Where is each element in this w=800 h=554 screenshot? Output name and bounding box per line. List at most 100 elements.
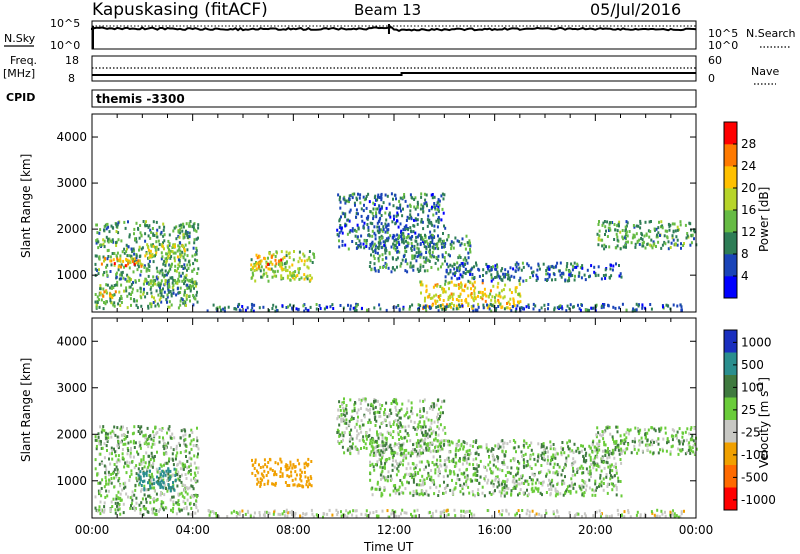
scatter-cell — [145, 267, 148, 271]
scatter-cell — [183, 450, 186, 453]
scatter-cell — [466, 270, 469, 273]
scatter-cell — [467, 251, 470, 255]
scatter-cell — [191, 431, 194, 434]
scatter-cell — [414, 207, 417, 211]
scatter-cell — [349, 307, 352, 311]
scatter-cell — [469, 269, 472, 273]
scatter-cell — [517, 493, 519, 497]
scatter-cell — [371, 462, 374, 466]
scatter-cell — [140, 489, 142, 493]
scatter-cell — [373, 196, 376, 200]
scatter-cell — [344, 414, 347, 418]
scatter-cell — [543, 456, 546, 460]
scatter-cell — [338, 441, 341, 445]
scatter-cell — [440, 441, 443, 445]
scatter-cell — [128, 478, 131, 482]
scatter-cell — [444, 490, 447, 494]
scatter-cell — [469, 444, 472, 447]
scatter-cell — [105, 227, 108, 231]
scatter-cell — [416, 200, 419, 204]
scatter-cell — [354, 306, 357, 309]
scatter-cell — [484, 465, 487, 469]
scatter-cell — [183, 507, 186, 511]
scatter-cell — [404, 259, 407, 263]
scatter-cell — [187, 471, 190, 475]
scatter-cell — [572, 305, 574, 309]
scatter-cell — [514, 486, 517, 490]
scatter-cell — [175, 501, 178, 505]
scatter-cell — [508, 278, 511, 282]
scatter-cell — [439, 448, 442, 452]
scatter-cell — [179, 241, 182, 245]
scatter-cell — [492, 463, 495, 467]
scatter-cell — [191, 280, 194, 284]
scatter-cell — [402, 463, 404, 467]
scatter-cell — [142, 455, 145, 458]
scatter-cell — [100, 430, 103, 434]
scatter-cell — [127, 449, 130, 452]
scatter-cell — [285, 254, 288, 258]
scatter-cell — [159, 473, 162, 477]
scatter-cell — [462, 445, 465, 449]
scatter-cell — [350, 428, 353, 432]
scatter-cell — [264, 463, 267, 467]
scatter-cell — [442, 299, 445, 302]
scatter-cell — [504, 275, 507, 279]
scatter-cell — [360, 234, 363, 238]
scatter-cell — [515, 286, 518, 290]
scatter-cell — [183, 252, 186, 256]
scatter-cell — [454, 236, 457, 240]
scatter-cell — [152, 486, 155, 490]
scatter-cell — [544, 451, 547, 454]
scatter-cell — [514, 290, 517, 294]
scatter-cell — [151, 455, 154, 459]
scatter-cell — [149, 484, 152, 488]
scatter-cell — [114, 433, 117, 437]
scatter-cell — [411, 476, 414, 480]
scatter-cell — [148, 494, 151, 498]
scatter-cell — [604, 233, 606, 236]
scatter-cell — [171, 457, 174, 461]
scatter-cell — [420, 428, 423, 432]
scatter-cell — [496, 485, 499, 489]
scatter-cell — [416, 452, 419, 456]
scatter-cell — [193, 267, 196, 271]
scatter-cell — [441, 287, 444, 291]
scatter-cell — [274, 483, 277, 487]
scatter-cell — [437, 467, 440, 471]
scatter-cell — [405, 244, 408, 248]
scatter-cell — [295, 307, 298, 311]
scatter-cell — [175, 237, 178, 241]
scatter-cell — [109, 462, 112, 466]
scatter-cell — [395, 206, 398, 210]
scatter-cell — [172, 500, 175, 504]
scatter-cell — [94, 262, 97, 266]
scatter-cell — [173, 226, 176, 230]
scatter-cell — [384, 251, 387, 255]
scatter-cell — [568, 273, 571, 277]
scatter-cell — [508, 276, 511, 280]
scatter-cell — [458, 240, 461, 244]
scatter-cell — [365, 437, 368, 441]
scatter-cell — [643, 234, 646, 238]
scatter-cell — [618, 264, 620, 267]
scatter-cell — [521, 474, 524, 478]
scatter-cell — [595, 464, 598, 467]
scatter-cell — [127, 441, 130, 445]
scatter-cell — [402, 442, 405, 446]
scatter-cell — [156, 431, 159, 434]
scatter-cell — [356, 303, 359, 307]
scatter-cell — [502, 272, 505, 276]
scatter-cell — [409, 491, 412, 495]
scatter-cell — [641, 303, 644, 307]
scatter-cell — [180, 297, 183, 301]
scatter-cell — [443, 289, 446, 293]
scatter-cell — [377, 195, 379, 199]
scatter-cell — [689, 438, 692, 442]
scatter-cell — [112, 258, 115, 262]
scatter-cell — [611, 268, 614, 272]
scatter-cell — [105, 223, 108, 227]
scatter-cell — [286, 484, 289, 487]
scatter-cell — [190, 472, 192, 476]
scatter-cell — [397, 433, 400, 437]
